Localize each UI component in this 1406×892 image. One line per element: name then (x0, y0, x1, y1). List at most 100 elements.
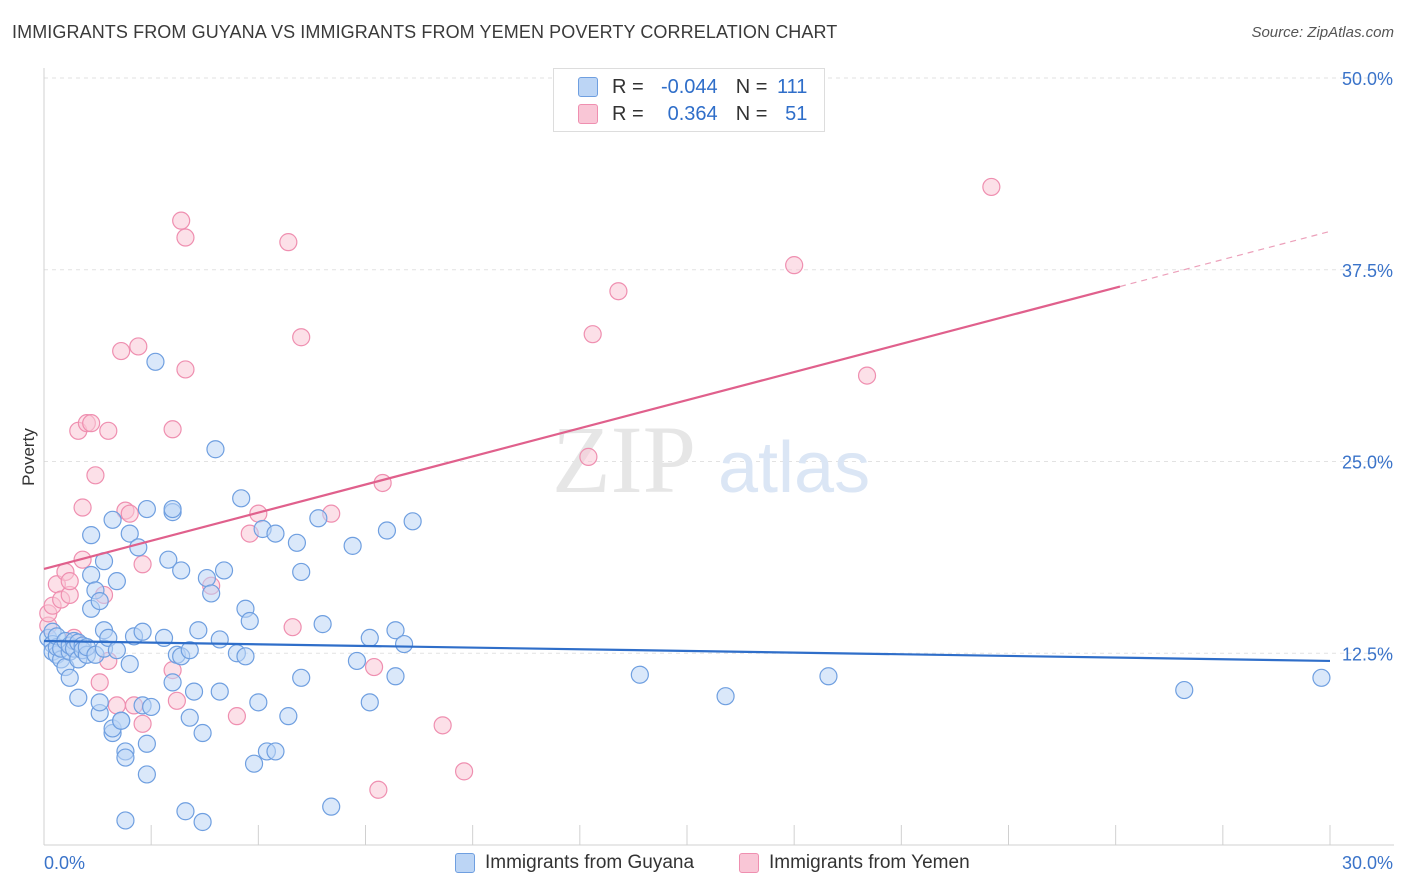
guyana-point (309, 509, 328, 528)
yemen-point (73, 498, 92, 517)
guyana-point (266, 524, 285, 543)
yemen-point (60, 572, 79, 591)
guyana-point (292, 562, 311, 582)
yemen-point (433, 716, 452, 735)
guyana-point (287, 533, 307, 552)
legend-n-value-yemen: 51 (785, 102, 808, 125)
guyana-point (176, 802, 195, 821)
guyana-point (137, 765, 156, 784)
yemen-point (82, 414, 101, 433)
guyana-point (116, 748, 135, 767)
guyana-point (313, 615, 332, 634)
guyana-point (159, 550, 178, 569)
yemen-point (579, 447, 598, 466)
chart-title: IMMIGRANTS FROM GUYANA VS IMMIGRANTS FRO… (12, 22, 838, 42)
guyana-point (202, 584, 221, 603)
guyana-point (60, 668, 79, 687)
yemen-point (369, 780, 388, 799)
yemen-point (120, 504, 139, 523)
watermark-atlas: atlas (718, 428, 870, 508)
guyana-point (172, 561, 191, 580)
yemen-point (227, 707, 246, 726)
legend-row-yemen: R = 0.364 N = 51 (578, 102, 807, 126)
watermark: ZIP atlas (552, 406, 870, 513)
yemen-point (982, 177, 1001, 197)
yemen-point (609, 282, 628, 301)
yemen-point (454, 762, 474, 781)
guyana-point (116, 811, 135, 830)
guyana-point (82, 565, 101, 585)
yemen-point (279, 233, 298, 252)
x-tick-label-min: 0.0% (44, 853, 85, 873)
guyana-point (403, 512, 422, 531)
guyana-point (292, 668, 311, 687)
guyana-point (163, 673, 182, 692)
yemen-point (292, 328, 311, 347)
legend-r-label: R = (612, 75, 644, 98)
stats-legend: R = -0.044 N = 111 R = 0.364 N = 51 (553, 68, 825, 132)
series-label-yemen: Immigrants from Yemen (769, 852, 970, 873)
series-label-guyana: Immigrants from Guyana (485, 852, 695, 873)
legend-n-label: N = (735, 75, 768, 98)
guyana-point (266, 742, 285, 761)
guyana-point (163, 499, 182, 519)
guyana-point (197, 568, 216, 588)
guyana-point (210, 630, 229, 649)
guyana-point (630, 665, 649, 684)
legend-row-guyana: R = -0.044 N = 111 (578, 75, 807, 99)
guyana-point (360, 628, 379, 648)
yemen-point (176, 228, 195, 247)
yemen-point (112, 341, 131, 361)
guyana-point (716, 687, 735, 706)
y-axis-label: Poverty (19, 428, 38, 486)
y-tick-label: 12.5% (1342, 644, 1393, 664)
pink-trend-line (43, 285, 1121, 570)
guyana-point (244, 754, 264, 773)
guyana-point (279, 707, 298, 726)
series-swatch-guyana (455, 853, 475, 873)
guyana-point (107, 641, 126, 660)
yemen-point (283, 618, 302, 637)
legend-r-label: R = (612, 102, 644, 125)
yemen-point (785, 256, 804, 275)
yemen-point (172, 211, 191, 230)
series-legend-guyana[interactable]: Immigrants from Guyana (455, 852, 694, 874)
guyana-point (360, 693, 379, 712)
guyana-point (343, 536, 362, 555)
legend-n-label: N = (735, 102, 768, 125)
yemen-point (176, 360, 195, 379)
guyana-point (1312, 668, 1331, 687)
series-legend-yemen[interactable]: Immigrants from Yemen (739, 852, 970, 874)
source-credit: Source: ZipAtlas.com (1251, 24, 1394, 41)
guyana-point (214, 561, 234, 580)
yemen-point (99, 421, 118, 440)
y-tick-label: 50.0% (1342, 69, 1393, 89)
guyana-point (394, 634, 414, 654)
guyana-point (322, 797, 341, 816)
yemen-point (373, 473, 392, 493)
guyana-point (120, 654, 139, 674)
guyana-point (137, 499, 156, 519)
legend-swatch-yemen (578, 104, 598, 124)
y-tick-label: 37.5% (1342, 261, 1393, 281)
guyana-point (1175, 680, 1194, 700)
guyana-point (103, 510, 122, 529)
guyana-point (232, 489, 251, 508)
guyana-point (193, 723, 212, 743)
blue-trend-line (43, 639, 1331, 663)
guyana-point (184, 682, 204, 701)
guyana-point (90, 693, 109, 712)
guyana-point (189, 621, 208, 640)
guyana-point (180, 708, 199, 727)
guyana-point (112, 711, 131, 730)
guyana-point (819, 667, 838, 686)
watermark-zip: ZIP (552, 406, 696, 513)
guyana-point (206, 440, 225, 459)
guyana-point (82, 526, 101, 545)
guyana-point (193, 812, 212, 832)
legend-r-value-yemen: 0.364 (667, 102, 718, 125)
legend-n-value-guyana: 111 (776, 75, 808, 98)
guyana-point (386, 621, 405, 640)
yemen-point (107, 696, 126, 715)
